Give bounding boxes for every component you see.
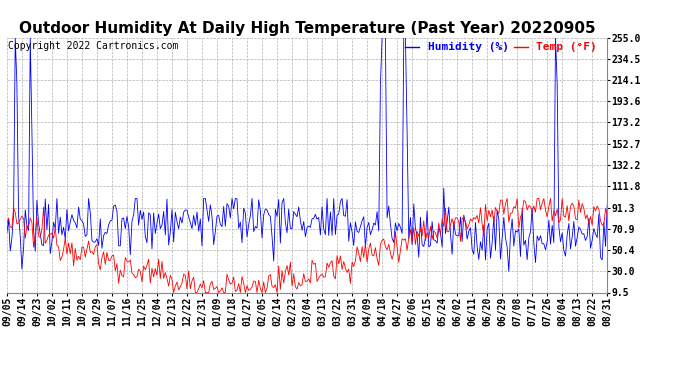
- Title: Outdoor Humidity At Daily High Temperature (Past Year) 20220905: Outdoor Humidity At Daily High Temperatu…: [19, 21, 595, 36]
- Legend: Humidity (%), Temp (°F): Humidity (%), Temp (°F): [401, 38, 602, 57]
- Text: Copyright 2022 Cartronics.com: Copyright 2022 Cartronics.com: [8, 41, 178, 51]
